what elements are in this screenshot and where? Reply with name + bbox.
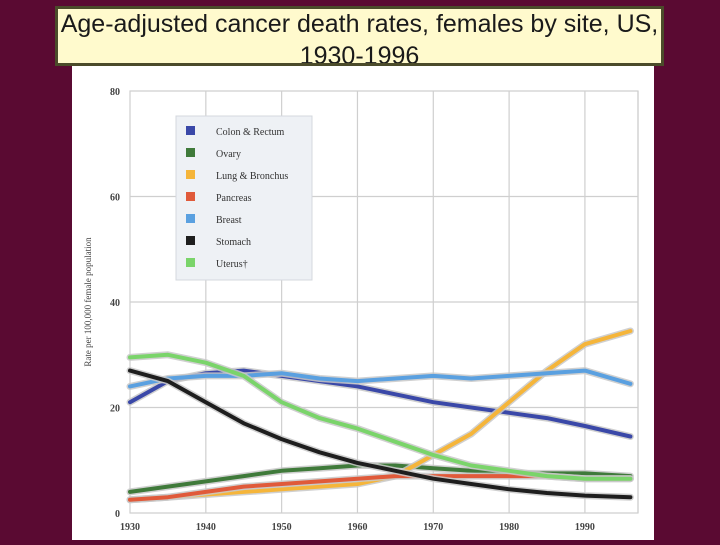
x-tick-label: 1960: [347, 522, 367, 533]
legend-swatch: [186, 148, 195, 157]
x-tick-label: 1950: [272, 522, 292, 533]
chart-title: Age-adjusted cancer death rates, females…: [60, 10, 659, 66]
x-tick-label: 1980: [499, 522, 519, 533]
legend-label: Ovary: [216, 149, 241, 160]
legend-label: Lung & Bronchus: [216, 171, 288, 182]
line-chart: 1930 1940 1950 1960 1970 1980 1990 0 20 40 60 80 Rat…: [83, 87, 639, 533]
y-tick-label: 0: [115, 509, 120, 520]
legend-swatch: [186, 258, 195, 267]
legend-label: Pancreas: [216, 193, 252, 204]
y-tick-label: 20: [110, 404, 120, 415]
y-tick-label: 40: [110, 298, 120, 309]
legend-label: Breast: [216, 215, 242, 226]
y-axis-label: Rate per 100,000 female population: [83, 237, 93, 367]
legend-swatch: [186, 126, 195, 135]
y-tick-label: 80: [110, 87, 120, 98]
chart-panel: 1930 1940 1950 1960 1970 1980 1990 0 20 40 60 80 Rat…: [72, 66, 654, 540]
series-line-stomach: [128, 368, 633, 500]
x-tick-label: 1940: [196, 522, 216, 533]
legend-swatch: [186, 214, 195, 223]
title-box: Age-adjusted cancer death rates, females…: [55, 6, 664, 66]
legend-box: [175, 115, 313, 281]
legend-label: Colon & Rectum: [216, 127, 285, 138]
legend-label: Stomach: [216, 237, 251, 248]
series-line-breast: [128, 368, 633, 389]
x-tick-label: 1930: [120, 522, 140, 533]
series-line-uterus: [128, 352, 633, 481]
x-tick-label: 1990: [575, 522, 595, 533]
legend-label: Uterus†: [216, 259, 248, 270]
y-tick-label: 60: [110, 193, 120, 204]
legend-swatch: [186, 170, 195, 179]
legend-swatch: [186, 192, 195, 201]
x-tick-label: 1970: [423, 522, 443, 533]
legend-swatch: [186, 236, 195, 245]
